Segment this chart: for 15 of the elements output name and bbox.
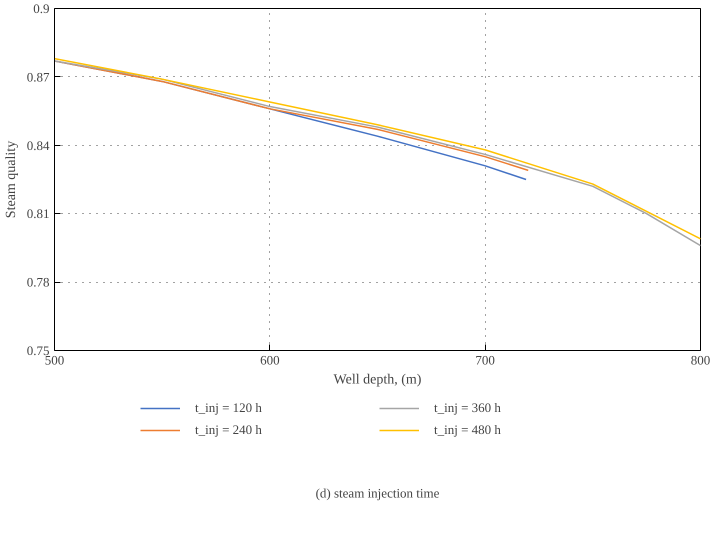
y-tick-label: 0.78 [26, 274, 50, 290]
y-tick-label: 0.9 [33, 1, 50, 16]
x-tick-label: 600 [260, 352, 280, 368]
y-tick-label: 0.81 [26, 206, 50, 222]
y-axis-title: Steam quality [4, 140, 19, 218]
legend-label: t_inj = 480 h [434, 421, 502, 439]
legend-label: t_inj = 360 h [434, 399, 502, 417]
legend-label: t_inj = 240 h [195, 421, 263, 439]
y-tick-label: 0.84 [26, 138, 50, 153]
legend-label: t_inj = 120 h [195, 399, 263, 417]
text: (d) steam injection time [316, 486, 440, 500]
x-tick-label: 700 [475, 352, 495, 368]
y-tick-label: 0.87 [26, 69, 50, 84]
x-axis-title: Well depth, (m) [334, 372, 422, 388]
x-tick-label: 800 [690, 352, 710, 368]
